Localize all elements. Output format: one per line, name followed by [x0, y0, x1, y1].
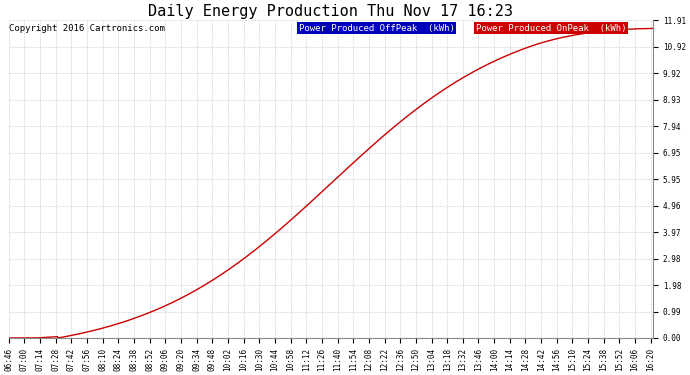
Text: Power Produced OffPeak  (kWh): Power Produced OffPeak (kWh) [299, 24, 455, 33]
Text: Copyright 2016 Cartronics.com: Copyright 2016 Cartronics.com [9, 24, 165, 33]
Text: Power Produced OnPeak  (kWh): Power Produced OnPeak (kWh) [476, 24, 627, 33]
Title: Daily Energy Production Thu Nov 17 16:23: Daily Energy Production Thu Nov 17 16:23 [148, 4, 513, 19]
